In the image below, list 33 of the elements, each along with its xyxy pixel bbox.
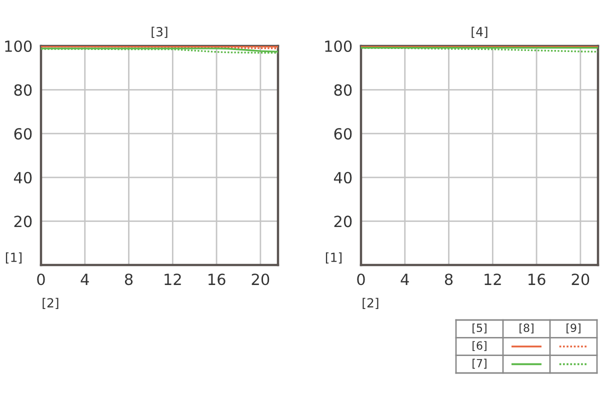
text: [8] xyxy=(520,323,534,334)
y-tick-label: 40 xyxy=(14,172,32,184)
y-tick-label: 40 xyxy=(334,172,352,184)
chart-title: [4] xyxy=(472,26,488,38)
y-tick-label: 20 xyxy=(334,216,352,228)
legend-label: [6] xyxy=(472,341,486,352)
y-tick-label: 100 xyxy=(5,40,32,52)
legend-label: [7] xyxy=(472,358,486,369)
y-axis-title: [1] xyxy=(326,252,342,264)
legend-title: [5] xyxy=(472,323,486,334)
x-tick-label: 8 xyxy=(124,274,133,286)
x-tick-label: 20 xyxy=(252,274,270,286)
x-tick-label: 12 xyxy=(164,274,181,285)
y-tick-label: 60 xyxy=(14,128,32,140)
y-tick-label: 80 xyxy=(334,84,352,96)
x-tick-label: 4 xyxy=(80,274,89,285)
y-tick-label: 20 xyxy=(14,216,32,228)
y-tick-label: 60 xyxy=(334,128,352,140)
y-tick-label: 100 xyxy=(325,40,352,52)
chart-title: [3] xyxy=(152,26,168,38)
x-tick-label: 20 xyxy=(572,274,590,286)
x-tick-label: 8 xyxy=(444,274,453,286)
x-tick-label: 16 xyxy=(208,274,226,286)
x-axis-title: [2] xyxy=(362,298,378,309)
y-axis-title: [1] xyxy=(6,252,22,264)
y-tick-label: 80 xyxy=(14,84,32,96)
x-tick-label: 0 xyxy=(37,274,45,286)
x-tick-label: 16 xyxy=(528,274,546,286)
x-tick-label: 12 xyxy=(484,274,501,285)
x-tick-label: 0 xyxy=(357,274,365,286)
text: [9] xyxy=(566,323,580,334)
x-tick-label: 4 xyxy=(400,274,409,285)
x-axis-title: [2] xyxy=(42,298,58,309)
